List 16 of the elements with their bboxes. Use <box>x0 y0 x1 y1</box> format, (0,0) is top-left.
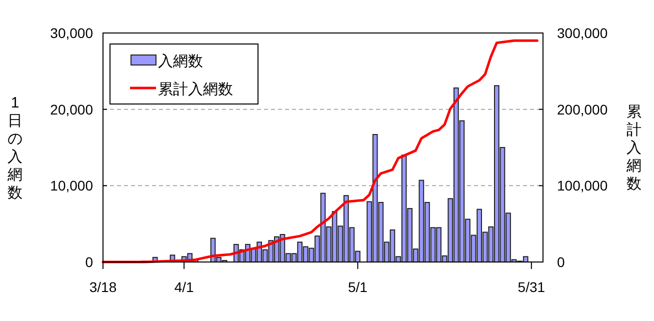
x-tick-label: 5/1 <box>348 279 368 295</box>
x-tick-label: 4/1 <box>174 279 194 295</box>
x-tick-label: 3/18 <box>89 279 117 295</box>
x-tick-label: 5/31 <box>518 279 546 295</box>
y-tick-label: 0 <box>85 254 94 270</box>
legend-label: 累計入網数 <box>158 81 233 98</box>
y2-tick-label: 0 <box>557 254 565 270</box>
y-tick-label: 20,000 <box>50 101 94 118</box>
y2-axis-title: 累計入網数 <box>626 104 642 192</box>
y2-tick-label: 100,000 <box>557 178 608 194</box>
y2-tick-label: 200,000 <box>557 101 608 118</box>
y-tick-label: 30,000 <box>50 25 94 41</box>
y2-tick-label: 300,000 <box>557 25 608 41</box>
legend-label: 入網数 <box>158 53 203 70</box>
y-tick-label: 10,000 <box>50 178 94 194</box>
y-axis-title: 1日の入網数 <box>6 94 22 202</box>
